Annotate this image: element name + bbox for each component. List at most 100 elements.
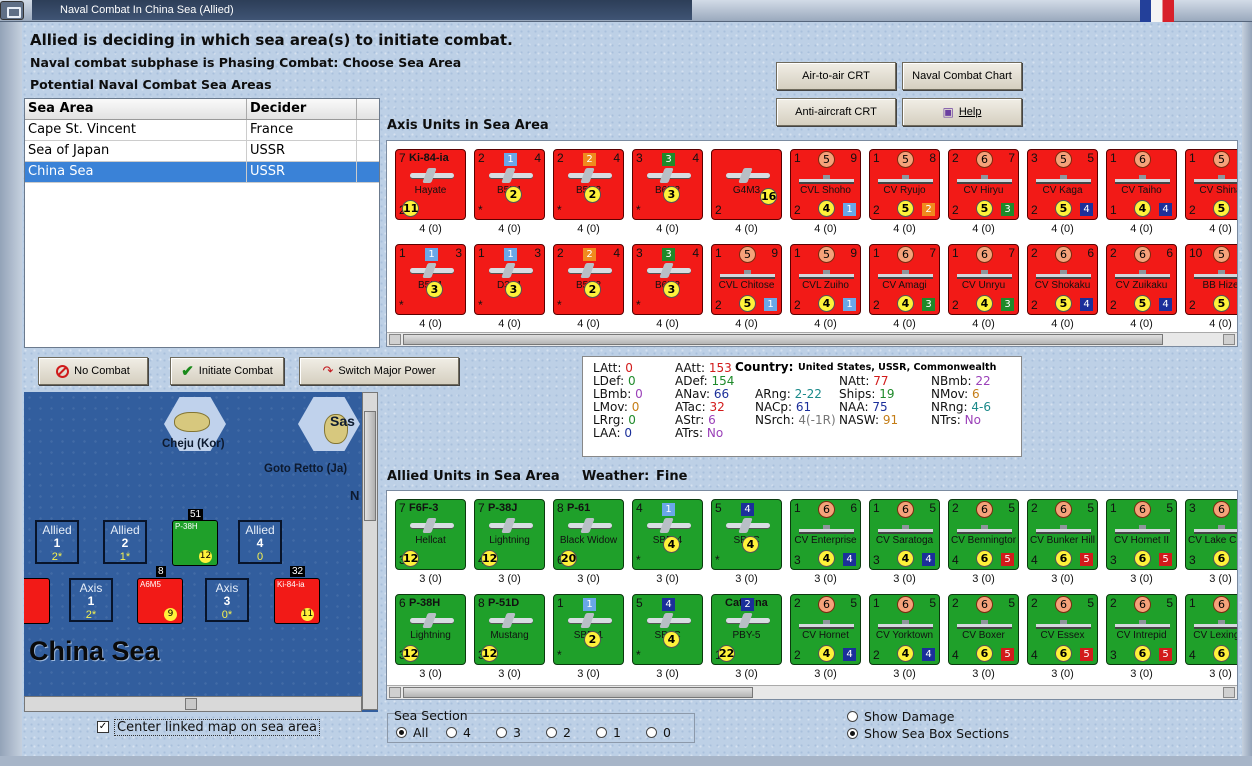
sea-section-radio-0[interactable] [646,727,657,738]
scroll-thumb[interactable] [185,698,197,710]
unit-counter[interactable]: 8P-51DMustang312 [474,594,545,665]
unit-counter[interactable]: 13D3A1*31 [474,244,545,315]
axis-horizontal-scrollbar[interactable] [387,332,1237,346]
scroll-thumb[interactable] [403,687,753,698]
scroll-thumb[interactable] [364,411,376,521]
unit-counter[interactable]: 2 6 CV Zuikaku 2 5 6 4 [1106,244,1177,315]
sea-section-radio-2[interactable] [546,727,557,738]
unit-counter[interactable]: 3 CV Lake Champlain 3 6 6 [1185,499,1237,570]
show-sea-box-sections-radio[interactable] [847,728,858,739]
unit-counter[interactable]: 7P-38JLightning412 [474,499,545,570]
unit-counter[interactable]: 6P-38HLightning312 [395,594,466,665]
allied-sea-box-2[interactable]: Allied 2 1* [103,520,147,564]
no-combat-button[interactable]: No Combat [38,357,148,385]
unit-counter[interactable]: 1SBD-1*21 [553,594,624,665]
unit-counter[interactable]: 10 BB Hize 2 5 5 [1185,244,1237,315]
sea-section-radio-all[interactable] [396,727,407,738]
unit-counter[interactable]: 1 CV Shina 2 5 5 [1185,149,1237,220]
unit-counter[interactable]: 1 7 CV Amagi 2 4 6 3 [869,244,940,315]
center-map-checkbox[interactable]: ✓ [97,721,109,733]
initiate-combat-button[interactable]: ✔ Initiate Combat [170,357,284,385]
unit-counter[interactable]: 2 6 CV Shokaku 2 5 6 4 [1027,244,1098,315]
sea-section-radio-4[interactable] [446,727,457,738]
unit-counter[interactable]: 24B5N1*21 [474,149,545,220]
map-unit-counter[interactable] [24,578,50,624]
unit-counter[interactable]: 2 7 CV Hiryu 2 5 6 3 [948,149,1019,220]
axis-sea-box-1[interactable]: Axis 1 2* [69,578,113,622]
sea-section-radio-3[interactable] [496,727,507,738]
unit-counter[interactable]: 1 6 CV Enterprise 3 4 6 4 [790,499,861,570]
unit-counter[interactable]: 13B5N1*31 [395,244,466,315]
unit-counter[interactable]: 3 5 CV Kaga 2 5 5 4 [1027,149,1098,220]
switch-major-power-button[interactable]: ↷ Switch Major Power [299,357,459,385]
unit-counter[interactable]: G4M3 2 16 [711,149,782,220]
unit-counter[interactable]: 1 9 CVL Chitose 2 5 5 1 [711,244,782,315]
help-button[interactable]: ▣ Help [902,98,1022,126]
map-horizontal-scrollbar[interactable] [24,696,362,712]
unit-counter[interactable]: 34B6N2*33 [632,244,703,315]
unit-counter[interactable]: 1 9 CVL Shoho 2 4 5 1 [790,149,861,220]
scroll-right-icon[interactable] [1223,334,1235,345]
unit-counter[interactable]: 2 5 CV Bunker Hill 4 6 6 5 [1027,499,1098,570]
unit-counter[interactable]: 2 5 CV Essex 4 6 6 5 [1027,594,1098,665]
allied-sea-box-1[interactable]: Allied 1 2* [35,520,79,564]
unit-counter[interactable]: 4SBD-4*41 [632,499,703,570]
unit-counter[interactable]: 2 5 CV Intrepid 3 6 6 5 [1106,594,1177,665]
sea-section-option-label[interactable]: 1 [613,725,621,740]
center-map-label[interactable]: Center linked map on sea area [114,719,320,736]
unit-counter[interactable]: 2 5 CV Boxer 4 6 6 5 [948,594,1019,665]
allied-horizontal-scrollbar[interactable] [387,685,1237,699]
sea-section-option-label[interactable]: 0 [663,725,671,740]
unit-caption: 4 (0) [577,318,600,330]
naval-combat-chart-button[interactable]: Naval Combat Chart [902,62,1022,90]
unit-counter[interactable]: 1 5 CV Hornet II 3 6 6 5 [1106,499,1177,570]
unit-counter[interactable]: 7Ki-84-iaHayate211 [395,149,466,220]
unit-counter[interactable]: 24B5N2*22 [553,149,624,220]
sea-section-option-label[interactable]: 3 [513,725,521,740]
unit-counter[interactable]: 5SB2C*44 [632,594,703,665]
column-header-decider[interactable]: Decider [247,99,357,119]
map-unit-counter[interactable]: A6M5 9 [137,578,183,624]
allied-sea-box-4[interactable]: Allied 4 0 [238,520,282,564]
anti-aircraft-crt-button[interactable]: Anti-aircraft CRT [776,98,896,126]
unit-counter[interactable]: 34B6N2*33 [632,149,703,220]
unit-top-left-value: 8 [478,596,485,610]
table-row-selected[interactable]: China Sea USSR [25,162,379,183]
column-header-sea-area[interactable]: Sea Area [25,99,247,119]
unit-counter[interactable]: 1 CV Lexingto 4 6 6 [1185,594,1237,665]
air-to-air-crt-button[interactable]: Air-to-air CRT [776,62,896,90]
table-row[interactable]: Sea of Japan USSR [25,141,379,162]
map-unit-counter[interactable]: P-38H 12 [172,520,218,566]
unit-counter[interactable]: 1 7 CV Unryu 2 4 6 3 [948,244,1019,315]
show-sea-box-sections-label[interactable]: Show Sea Box Sections [864,726,1010,741]
axis-sea-box-3[interactable]: Axis 3 0* [205,578,249,622]
unit-counter[interactable]: 2 5 CV Bennington 4 6 6 5 [948,499,1019,570]
sea-section-option-label[interactable]: 4 [463,725,471,740]
sea-section-radio-1[interactable] [596,727,607,738]
sea-section-option-label[interactable]: 2 [563,725,571,740]
show-damage-label[interactable]: Show Damage [864,709,955,724]
unit-counter[interactable]: 24B5N2*22 [553,244,624,315]
unit-counter[interactable]: 1 9 CVL Zuiho 2 4 5 1 [790,244,861,315]
scroll-right-icon[interactable] [1223,687,1235,698]
unit-counter[interactable]: CatalinaPBY-51222 [711,594,782,665]
scroll-left-icon[interactable] [389,687,401,698]
sea-section-option-label[interactable]: All [413,725,429,740]
show-damage-radio[interactable] [847,711,858,722]
scroll-left-icon[interactable] [389,334,401,345]
unit-counter[interactable]: 2 5 CV Hornet 2 4 6 4 [790,594,861,665]
map-vertical-scrollbar[interactable] [362,392,378,710]
unit-counter[interactable]: 5SB2C*44 [711,499,782,570]
unit-counter[interactable]: 1 5 CV Saratoga 3 4 6 4 [869,499,940,570]
unit-counter[interactable]: 1 CV Taiho 1 4 6 4 [1106,149,1177,220]
window-menu-icon[interactable] [0,1,24,20]
unit-counter[interactable]: 1 5 CV Yorktown 2 4 6 4 [869,594,940,665]
scroll-thumb[interactable] [403,334,1163,345]
sea-area-map[interactable]: Cheju (Kor) Goto Retto (Ja) Sas N Allied… [24,392,378,712]
unit-counter[interactable]: 1 8 CV Ryujo 2 5 5 2 [869,149,940,220]
table-row[interactable]: Cape St. Vincent France [25,120,379,141]
aircraft-silhouette-icon [726,516,770,534]
map-unit-counter[interactable]: Ki-84-ia 11 [274,578,320,624]
